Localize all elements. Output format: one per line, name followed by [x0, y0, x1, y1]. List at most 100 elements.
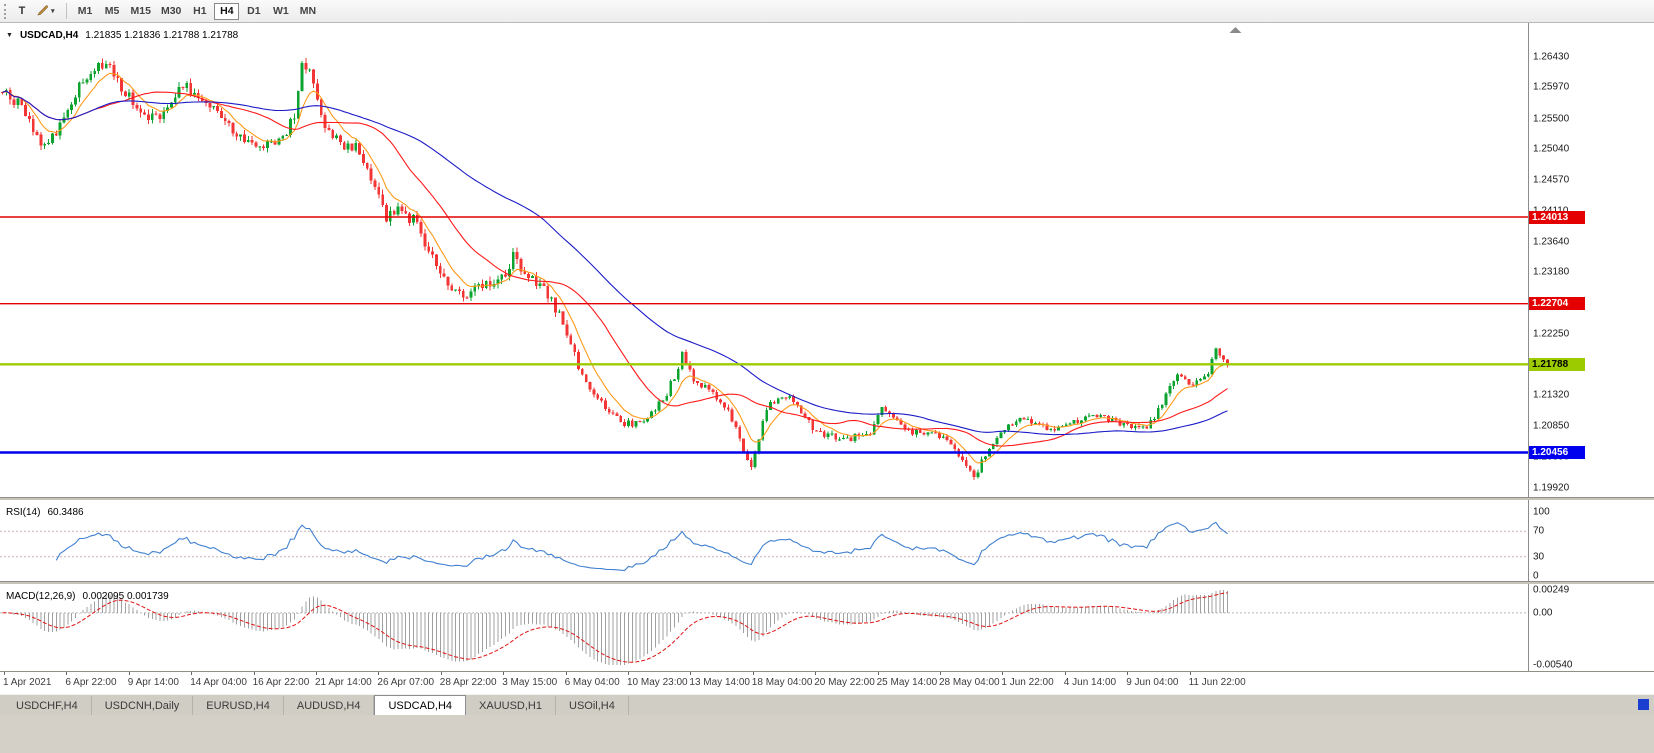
time-axis-label: 10 May 23:00 [627, 677, 688, 688]
symbol-dropdown-icon[interactable]: ▼ [6, 32, 13, 39]
time-axis-label: 28 Apr 22:00 [439, 677, 497, 688]
pencil-icon [37, 4, 49, 19]
toolbar-separator [65, 3, 67, 19]
price-chart-panel[interactable]: ▼ USDCAD,H4 1.21835 1.21836 1.21788 1.21… [0, 23, 1654, 497]
time-axis-tick [253, 672, 255, 675]
time-axis-tick [191, 672, 193, 675]
time-axis-tick [440, 672, 442, 675]
chart-title: USDCAD,H4 [19, 30, 79, 41]
panel-divider[interactable] [0, 581, 1654, 584]
price-axis-label: 1.21320 [1533, 389, 1570, 401]
time-axis-tick [940, 672, 941, 675]
time-axis-label: 26 Apr 07:00 [377, 677, 435, 688]
price-tag-1.21788: 1.21788 [1529, 357, 1585, 371]
chart-tab-audusd[interactable]: AUDUSD,H4 [284, 696, 375, 716]
tabbar-corner-icon [1638, 699, 1649, 710]
time-axis-tick [503, 672, 505, 675]
rsi-value: 60.3486 [47, 507, 84, 518]
price-axis[interactable]: 1.264301.259701.255001.250401.245701.241… [1528, 23, 1654, 497]
time-axis[interactable]: 1 Apr 2021 6 Apr 22:00 9 Apr 14:00 14 Apr 0… [0, 671, 1654, 694]
time-axis-label: 13 May 14:00 [689, 677, 750, 688]
price-axis-label: 1.22250 [1533, 328, 1570, 340]
time-axis-tick [66, 672, 68, 675]
time-axis-label: 20 May 22:00 [814, 677, 875, 688]
time-axis-tick [316, 672, 317, 675]
chart-ohlc-values: 1.21835 1.21836 1.21788 1.21788 [85, 30, 239, 41]
macd-panel[interactable]: MACD(12,26,9) 0.002095 0.001739 0.00249 0… [0, 584, 1654, 671]
timeframe-button-h4[interactable]: H4 [214, 2, 240, 20]
price-tag-1.20456: 1.20456 [1529, 446, 1585, 459]
time-axis-tick [128, 672, 130, 675]
timeframe-button-m15[interactable]: M15 [127, 3, 155, 20]
timeframe-button-w1[interactable]: W1 [268, 3, 293, 20]
time-axis-label: 11 Jun 22:00 [1188, 677, 1246, 688]
time-axis-label: 6 May 04:00 [564, 677, 620, 688]
draw-tool-button[interactable]: ▾ [32, 2, 60, 20]
rsi-header: RSI(14) 60.3486 [6, 507, 84, 518]
time-axis-label: 28 May 04:00 [939, 677, 1000, 688]
price-axis-label: 1.26430 [1533, 51, 1570, 63]
time-axis-tick [1127, 672, 1129, 675]
timeframe-button-d1[interactable]: D1 [241, 3, 266, 20]
time-axis-label: 4 Jun 14:00 [1063, 677, 1117, 688]
text-tool-button[interactable]: T [12, 2, 32, 20]
timeframe-button-mn[interactable]: MN [295, 3, 320, 20]
macd-axis-label: -0.00540 [1533, 659, 1573, 671]
panel-divider[interactable] [0, 497, 1654, 500]
time-axis-label: 25 May 14:00 [876, 677, 938, 688]
price-axis-label: 1.19920 [1533, 482, 1570, 494]
time-axis-tick [752, 672, 754, 675]
rsi-axis-label: 100 [1533, 506, 1550, 518]
price-axis-label: 1.23180 [1533, 266, 1570, 278]
time-axis-label: 6 Apr 22:00 [65, 677, 117, 688]
time-axis-tick [1064, 672, 1066, 675]
price-axis-label: 1.20850 [1533, 420, 1570, 432]
price-axis-label: 1.23640 [1533, 236, 1570, 248]
chart-tab-usdchf[interactable]: USDCHF,H4 [3, 696, 92, 716]
toolbar-grip-icon [4, 3, 8, 19]
time-axis-tick [378, 672, 380, 675]
chart-tab-usdcad[interactable]: USDCAD,H4 [374, 695, 467, 715]
time-axis-label: 21 Apr 14:00 [315, 677, 372, 688]
text-tool-label: T [18, 5, 26, 17]
time-axis-label: 1 Jun 22:00 [1001, 677, 1054, 688]
price-axis-label: 1.25970 [1533, 81, 1570, 93]
timeframe-buttons: M1 M5 M15 M30 H1 H4 D1 W1 MN [73, 2, 321, 20]
time-axis-label: 14 Apr 04:00 [190, 677, 247, 688]
timeframe-button-m5[interactable]: M5 [100, 3, 125, 20]
rsi-panel[interactable]: RSI(14) 60.3486 100 70 30 0 [0, 500, 1654, 581]
candlestick-chart[interactable] [0, 23, 1528, 497]
price-axis-label: 1.25500 [1533, 113, 1570, 125]
time-axis-label: 3 May 15:00 [502, 677, 558, 688]
chart-tab-usdcnh[interactable]: USDCNH,Daily [92, 696, 194, 716]
time-axis-tick [565, 672, 567, 675]
timeframe-button-h1[interactable]: H1 [187, 3, 212, 20]
rsi-axis-label: 70 [1533, 525, 1545, 537]
rsi-chart [0, 521, 1528, 572]
macd-axis-label: 0.00249 [1533, 584, 1570, 596]
chart-header: ▼ USDCAD,H4 1.21835 1.21836 1.21788 1.21… [6, 30, 238, 41]
rsi-axis-label: 30 [1533, 551, 1545, 563]
macd-header: MACD(12,26,9) 0.002095 0.001739 [6, 591, 169, 602]
macd-label: MACD(12,26,9) [6, 591, 76, 602]
time-axis-label: 9 Jun 04:00 [1126, 677, 1179, 688]
rsi-label: RSI(14) [6, 507, 41, 518]
macd-axis: 0.00249 0.00 -0.00540 [1528, 584, 1654, 671]
chart-tab-eurusd[interactable]: EURUSD,H4 [193, 696, 284, 716]
time-axis-tick [690, 672, 692, 675]
time-axis-label: 1 Apr 2021 [3, 677, 52, 688]
time-axis-label: 18 May 04:00 [751, 677, 813, 688]
chart-tab-xauusd[interactable]: XAUUSD,H1 [466, 696, 556, 716]
timeframe-button-m30[interactable]: M30 [157, 3, 185, 20]
time-axis-tick [1002, 672, 1004, 675]
price-tag-1.24013: 1.24013 [1529, 210, 1585, 224]
main-toolbar: T ▾ M1 M5 M15 M30 H1 H4 D1 W1 MN [0, 0, 1654, 23]
rsi-axis: 100 70 30 0 [1528, 500, 1654, 581]
time-axis-tick [877, 672, 879, 675]
chart-tab-usoil[interactable]: USOil,H4 [556, 696, 629, 716]
time-axis-label: 9 Apr 14:00 [127, 677, 179, 688]
timeframe-button-m1[interactable]: M1 [73, 3, 98, 20]
chart-shift-marker-icon [1229, 27, 1242, 33]
window-bottom-area [0, 715, 1654, 753]
time-axis-tick [1189, 672, 1191, 675]
